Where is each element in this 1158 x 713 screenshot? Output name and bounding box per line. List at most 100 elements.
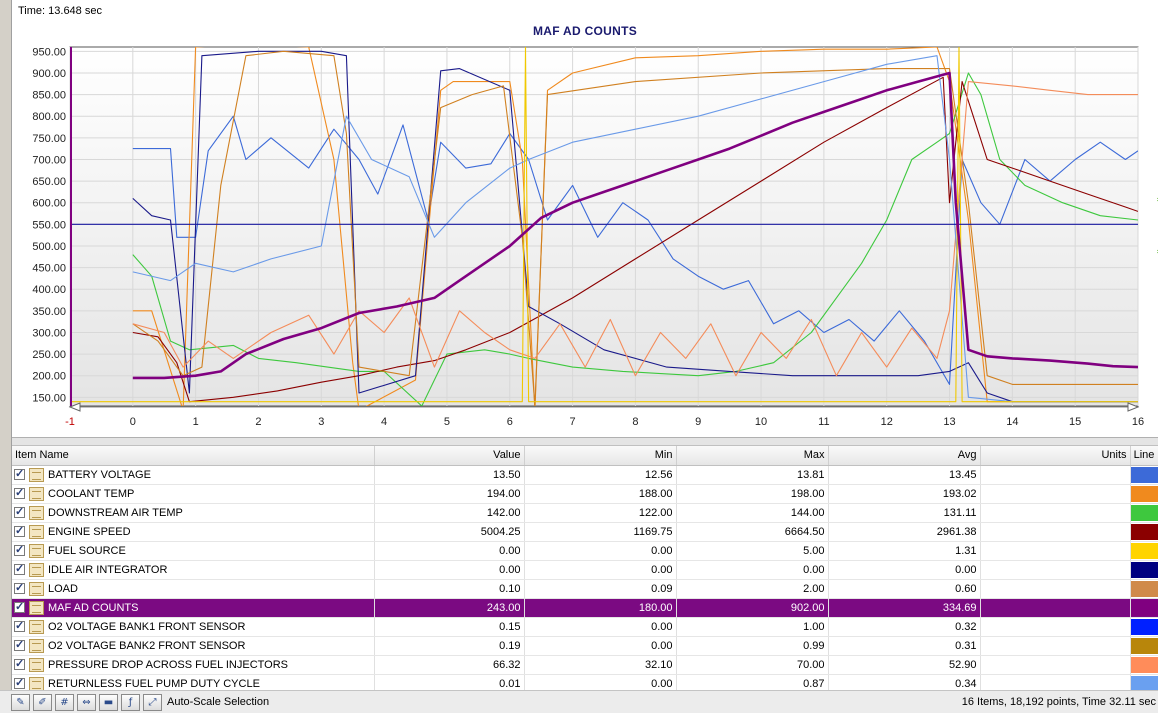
max-cell: 198.00 bbox=[676, 484, 829, 504]
visible-checkbox[interactable] bbox=[14, 600, 25, 613]
visible-checkbox[interactable] bbox=[14, 505, 25, 518]
visible-checkbox[interactable] bbox=[14, 581, 25, 594]
hash-icon[interactable]: # bbox=[55, 694, 74, 711]
line-color-swatch[interactable] bbox=[1130, 504, 1157, 521]
col-header-line[interactable]: Line bbox=[1130, 446, 1158, 466]
col-header-avg[interactable]: Avg bbox=[828, 446, 981, 466]
summary-text: 16 Items, 18,192 points, Time 32.11 sec bbox=[961, 696, 1156, 708]
col-header-max[interactable]: Max bbox=[676, 446, 829, 466]
units-cell bbox=[980, 579, 1131, 599]
line-color-swatch[interactable] bbox=[1130, 675, 1157, 690]
line-color-swatch[interactable] bbox=[1130, 618, 1157, 635]
min-cell: 0.00 bbox=[524, 541, 677, 561]
units-cell bbox=[980, 465, 1131, 485]
line-color-cell[interactable] bbox=[1130, 503, 1158, 523]
max-cell: 70.00 bbox=[676, 655, 829, 675]
series-line-downstream-air-temp bbox=[132, 72, 1138, 406]
line-color-cell[interactable] bbox=[1130, 655, 1158, 675]
item-name-cell: RETURNLESS FUEL PUMP DUTY CYCLE bbox=[12, 674, 375, 690]
channel-icon bbox=[29, 657, 44, 672]
line-color-cell[interactable] bbox=[1130, 674, 1158, 690]
avg-cell: 1.31 bbox=[828, 541, 981, 561]
table-row[interactable]: PRESSURE DROP ACROSS FUEL INJECTORS 66.32… bbox=[12, 655, 1158, 675]
value-cell: 243.00 bbox=[374, 598, 525, 618]
y-tick-label: 300.00 bbox=[32, 327, 66, 339]
line-color-swatch[interactable] bbox=[1130, 485, 1157, 502]
series-line-maf-ad-counts bbox=[132, 71, 1138, 380]
visible-checkbox[interactable] bbox=[14, 638, 25, 651]
series-line-battery-voltage bbox=[132, 115, 1138, 385]
table-row[interactable]: DOWNSTREAM AIR TEMP 142.00122.00144.00131… bbox=[12, 503, 1158, 523]
line-color-cell[interactable] bbox=[1130, 541, 1158, 561]
line-color-cell[interactable] bbox=[1130, 522, 1158, 542]
chart-plot[interactable]: 950.00 900.00 850.00 800.00 750.00 700.00 650.… bbox=[12, 0, 1158, 438]
line-color-swatch[interactable] bbox=[1130, 542, 1157, 559]
min-cell: 180.00 bbox=[524, 598, 677, 618]
visible-checkbox[interactable] bbox=[14, 543, 25, 556]
x-tick-label: 8 bbox=[632, 416, 638, 428]
y-tick-label: 900.00 bbox=[32, 68, 66, 80]
line-color-swatch[interactable] bbox=[1130, 637, 1157, 654]
line-color-cell[interactable] bbox=[1130, 598, 1158, 618]
item-name-label: FUEL SOURCE bbox=[48, 544, 126, 557]
table-row[interactable]: LOAD 0.100.092.000.60 bbox=[12, 579, 1158, 599]
y-tick-label: 500.00 bbox=[32, 241, 66, 253]
visible-checkbox[interactable] bbox=[14, 619, 25, 632]
time-readout: Time: 13.648 sec bbox=[18, 5, 102, 17]
line-icon[interactable]: ▬ bbox=[99, 694, 118, 711]
units-cell bbox=[980, 503, 1131, 523]
x-tick-label: 12 bbox=[881, 416, 893, 428]
table-row[interactable]: O2 VOLTAGE BANK2 FRONT SENSOR 0.190.000.9… bbox=[12, 636, 1158, 656]
line-color-cell[interactable] bbox=[1130, 484, 1158, 504]
line-color-swatch[interactable] bbox=[1130, 656, 1157, 673]
table-row[interactable]: O2 VOLTAGE BANK1 FRONT SENSOR 0.150.001.0… bbox=[12, 617, 1158, 637]
x-tick-label: 15 bbox=[1069, 416, 1081, 428]
line-color-cell[interactable] bbox=[1130, 617, 1158, 637]
line-color-swatch[interactable] bbox=[1130, 580, 1157, 597]
scale-icon[interactable]: ⤢ bbox=[143, 694, 162, 711]
col-header-name[interactable]: Item Name bbox=[12, 446, 375, 466]
line-color-swatch[interactable] bbox=[1130, 561, 1157, 578]
eraser-icon[interactable]: ✐ bbox=[33, 694, 52, 711]
x-tick-label: 13 bbox=[943, 416, 955, 428]
visible-checkbox[interactable] bbox=[14, 676, 25, 689]
y-tick-label: 600.00 bbox=[32, 198, 66, 210]
table-row[interactable]: RETURNLESS FUEL PUMP DUTY CYCLE0.010.000… bbox=[12, 674, 1158, 690]
line-color-cell[interactable] bbox=[1130, 636, 1158, 656]
y-tick-label: 700.00 bbox=[32, 154, 66, 166]
visible-checkbox[interactable] bbox=[14, 486, 25, 499]
pencil-icon[interactable]: ✎ bbox=[11, 694, 30, 711]
line-color-swatch[interactable] bbox=[1130, 466, 1157, 483]
fit-icon[interactable]: ⇔ bbox=[77, 694, 96, 711]
line-color-cell[interactable] bbox=[1130, 579, 1158, 599]
col-header-units[interactable]: Units bbox=[980, 446, 1131, 466]
visible-checkbox[interactable] bbox=[14, 562, 25, 575]
panel-splitter[interactable] bbox=[12, 438, 1158, 446]
line-color-cell[interactable] bbox=[1130, 560, 1158, 580]
value-cell: 5004.25 bbox=[374, 522, 525, 542]
col-header-value[interactable]: Value bbox=[374, 446, 525, 466]
formula-icon[interactable]: ƒ bbox=[121, 694, 140, 711]
line-color-swatch[interactable] bbox=[1130, 599, 1157, 616]
visible-checkbox[interactable] bbox=[14, 467, 25, 480]
x-tick-label: 0 bbox=[130, 416, 136, 428]
min-cell: 0.00 bbox=[524, 617, 677, 637]
col-header-min[interactable]: Min bbox=[524, 446, 677, 466]
line-color-swatch[interactable] bbox=[1130, 523, 1157, 540]
line-color-cell[interactable] bbox=[1130, 465, 1158, 485]
x-tick-label: 9 bbox=[695, 416, 701, 428]
item-name-cell: MAF AD COUNTS bbox=[12, 598, 375, 618]
visible-checkbox[interactable] bbox=[14, 524, 25, 537]
y-tick-label: 250.00 bbox=[32, 349, 66, 361]
x-tick-label: 3 bbox=[318, 416, 324, 428]
item-name-cell: DOWNSTREAM AIR TEMP bbox=[12, 503, 375, 523]
visible-checkbox[interactable] bbox=[14, 657, 25, 670]
avg-cell: 131.11 bbox=[828, 503, 981, 523]
